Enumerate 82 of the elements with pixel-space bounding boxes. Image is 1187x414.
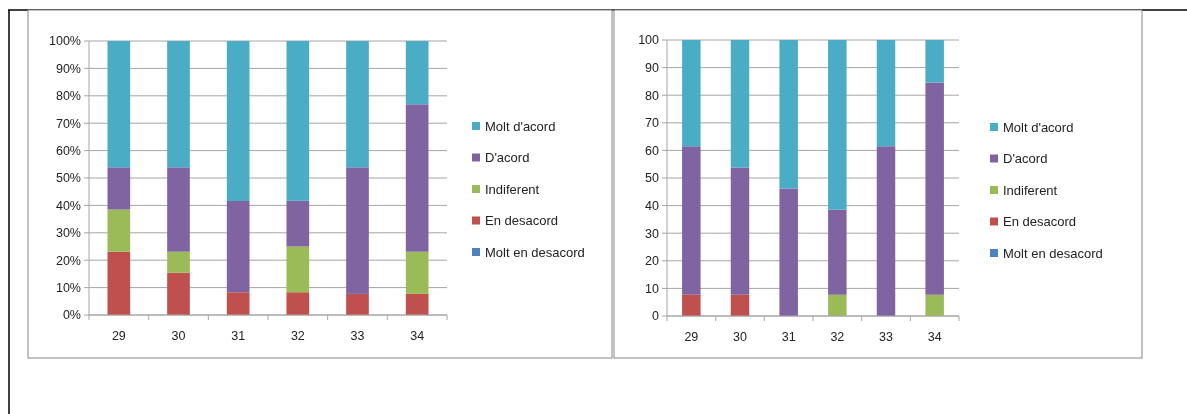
bar <box>405 293 429 315</box>
y-tick-label: 90% <box>55 61 81 76</box>
y-tick-label: 10% <box>55 280 81 295</box>
y-tick-label: 50 <box>645 171 660 186</box>
bar <box>286 292 310 315</box>
bar <box>779 40 798 189</box>
y-tick-label: 80 <box>645 88 660 103</box>
bar <box>779 188 798 316</box>
bar <box>286 246 310 293</box>
bar <box>925 40 944 83</box>
bar <box>925 294 944 316</box>
y-tick-label: 60% <box>55 143 81 158</box>
bar <box>405 41 429 105</box>
y-tick-label: 100% <box>49 34 81 49</box>
x-tick-label: 32 <box>830 330 845 344</box>
bar <box>167 251 190 273</box>
bar <box>730 294 750 316</box>
bar <box>346 41 369 168</box>
bar <box>828 209 847 295</box>
x-tick-label: 31 <box>231 329 246 343</box>
y-tick-label: 0% <box>62 308 81 323</box>
legend-label: En desacord <box>1003 214 1076 230</box>
bar <box>405 251 429 294</box>
legend-label: Indiferent <box>485 181 540 197</box>
x-tick-label: 30 <box>171 329 186 343</box>
bar <box>107 41 131 168</box>
x-tick-label: 31 <box>781 330 796 344</box>
bar <box>876 40 896 147</box>
x-tick-label: 32 <box>290 329 305 343</box>
bar <box>876 146 896 316</box>
bar <box>682 294 701 316</box>
y-tick-label: 70% <box>55 116 81 131</box>
x-tick-label: 29 <box>111 329 126 343</box>
bar <box>107 167 131 210</box>
legend-label: Molt en desacord <box>1003 245 1103 261</box>
bar <box>828 40 847 210</box>
legend-label: En desacord <box>485 213 558 229</box>
y-tick-label: 30% <box>55 226 81 241</box>
bar <box>730 167 750 295</box>
bar <box>682 40 701 147</box>
bar <box>226 201 250 293</box>
y-tick-label: 20 <box>645 254 660 269</box>
bar <box>107 251 131 315</box>
bar <box>925 82 944 295</box>
y-tick-label: 50% <box>55 171 81 186</box>
bar <box>167 167 190 252</box>
bar <box>107 209 131 252</box>
y-tick-label: 40 <box>645 198 660 213</box>
bar <box>286 41 310 201</box>
x-tick-label: 30 <box>733 330 747 344</box>
y-tick-label: 10 <box>645 281 660 296</box>
x-tick-label: 34 <box>410 329 425 343</box>
y-tick-label: 80% <box>55 89 81 104</box>
y-tick-label: 20% <box>55 253 81 268</box>
legend-label: Molt d'acord <box>1003 119 1074 135</box>
bar <box>730 40 750 168</box>
y-tick-label: 100 <box>638 33 660 48</box>
legend-label: Molt en desacord <box>485 244 585 260</box>
bar <box>167 272 190 315</box>
legend-label: D'acord <box>1003 151 1048 167</box>
x-tick-label: 29 <box>684 330 699 344</box>
bar <box>226 292 250 315</box>
bar <box>226 41 250 202</box>
bar <box>346 293 369 315</box>
y-tick-label: 40% <box>55 198 81 213</box>
bar <box>346 167 369 294</box>
legend-label: Indiferent <box>1003 182 1058 198</box>
y-tick-label: 30 <box>645 226 660 241</box>
legend-label: Molt d'acord <box>485 118 556 134</box>
y-tick-label: 70 <box>645 116 660 131</box>
y-tick-label: 60 <box>645 143 660 158</box>
bar <box>682 146 701 295</box>
x-tick-label: 33 <box>879 330 893 344</box>
y-tick-label: 0 <box>652 309 660 324</box>
x-tick-label: 34 <box>927 330 942 344</box>
x-tick-label: 33 <box>350 329 365 343</box>
bar <box>167 41 190 168</box>
bar <box>405 104 429 252</box>
legend-label: D'acord <box>485 150 530 166</box>
y-tick-label: 90 <box>645 60 660 75</box>
bar <box>828 294 847 316</box>
bar <box>286 200 310 247</box>
